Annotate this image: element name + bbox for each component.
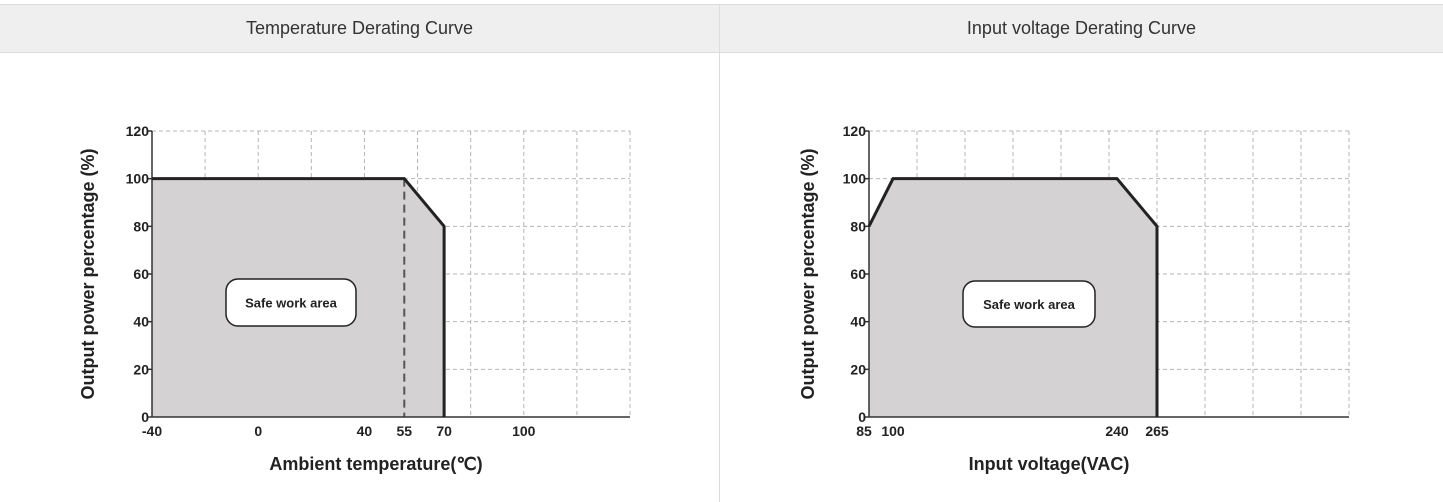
safe-work-area-label: Safe work area bbox=[245, 296, 338, 311]
table-header-row: Temperature Derating Curve Input voltage… bbox=[0, 4, 1443, 53]
x-tick-label: -40 bbox=[142, 423, 162, 439]
x-tick-label: 55 bbox=[396, 423, 412, 439]
safe-work-area-box bbox=[962, 280, 1096, 328]
y-tick-label: 40 bbox=[850, 314, 866, 330]
temperature-curve-header: Temperature Derating Curve bbox=[245, 18, 474, 38]
y-tick-label: 100 bbox=[126, 171, 150, 187]
y-tick-label: 20 bbox=[133, 361, 149, 377]
y-tick-label: 120 bbox=[126, 123, 150, 139]
y-tick-label: 0 bbox=[858, 409, 866, 425]
y-tick-label: 80 bbox=[133, 218, 149, 234]
safe-work-area-box bbox=[225, 278, 357, 327]
x-tick-label: 100 bbox=[881, 423, 905, 439]
y-tick-label: 80 bbox=[850, 218, 866, 234]
voltage-curve-header: Input voltage Derating Curve bbox=[966, 18, 1197, 38]
x-tick-label: 265 bbox=[1145, 423, 1169, 439]
x-tick-label: 40 bbox=[357, 423, 373, 439]
derating-curve-line bbox=[152, 177, 446, 417]
voltage-derating-chart: 0 20 40 60 80 100 120 85 100 240 265 Input voltage(… bbox=[798, 123, 1350, 474]
y-axis-title: Output power percentage (%) bbox=[798, 148, 818, 399]
x-axis-title: Ambient temperature(℃) bbox=[269, 454, 482, 474]
x-tick-label: 70 bbox=[436, 423, 452, 439]
y-tick-label: 60 bbox=[133, 266, 149, 282]
column-divider bbox=[719, 4, 720, 502]
x-tick-label: 240 bbox=[1105, 423, 1129, 439]
x-tick-label: 100 bbox=[512, 423, 536, 439]
y-tick-label: 40 bbox=[133, 314, 149, 330]
x-tick-label: 85 bbox=[856, 423, 872, 439]
x-tick-label: 0 bbox=[254, 423, 262, 439]
x-axis-title: Input voltage(VAC) bbox=[969, 454, 1130, 474]
safe-work-area-label: Safe work area bbox=[983, 297, 1076, 312]
y-axis-title: Output power percentage (%) bbox=[78, 148, 98, 399]
y-tick-label: 100 bbox=[843, 171, 867, 187]
y-tick-label: 120 bbox=[843, 123, 867, 139]
y-tick-label: 0 bbox=[141, 409, 149, 425]
derating-curve-line bbox=[867, 177, 1159, 417]
y-tick-label: 20 bbox=[850, 361, 866, 377]
y-tick-label: 60 bbox=[850, 266, 866, 282]
